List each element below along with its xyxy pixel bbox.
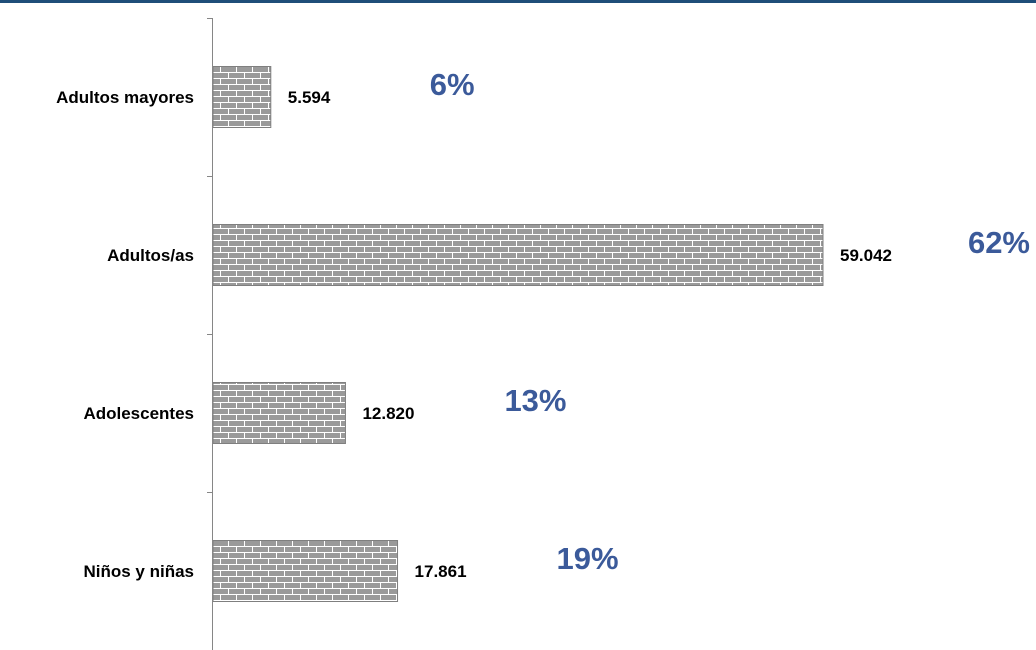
percent-label: 13%: [504, 383, 566, 418]
bar-adultos-mayores: [212, 66, 272, 128]
category-label: Niños y niñas: [83, 562, 194, 581]
category-label: Adultos/as: [107, 246, 194, 265]
percent-label: 19%: [557, 541, 619, 576]
category-label: Adultos mayores: [56, 88, 194, 107]
value-label: 12.820: [362, 404, 414, 423]
value-label: 59.042: [840, 246, 892, 265]
percent-label: 6%: [430, 67, 475, 102]
category-label: Adolescentes: [83, 404, 194, 423]
percent-label: 62%: [968, 225, 1030, 260]
bar-adultos-as: [212, 224, 824, 286]
value-label: 5.594: [288, 88, 331, 107]
bar-adolescentes: [212, 382, 346, 444]
bar-ni-os-y-ni-as: [212, 540, 399, 602]
value-label: 17.861: [415, 562, 467, 581]
